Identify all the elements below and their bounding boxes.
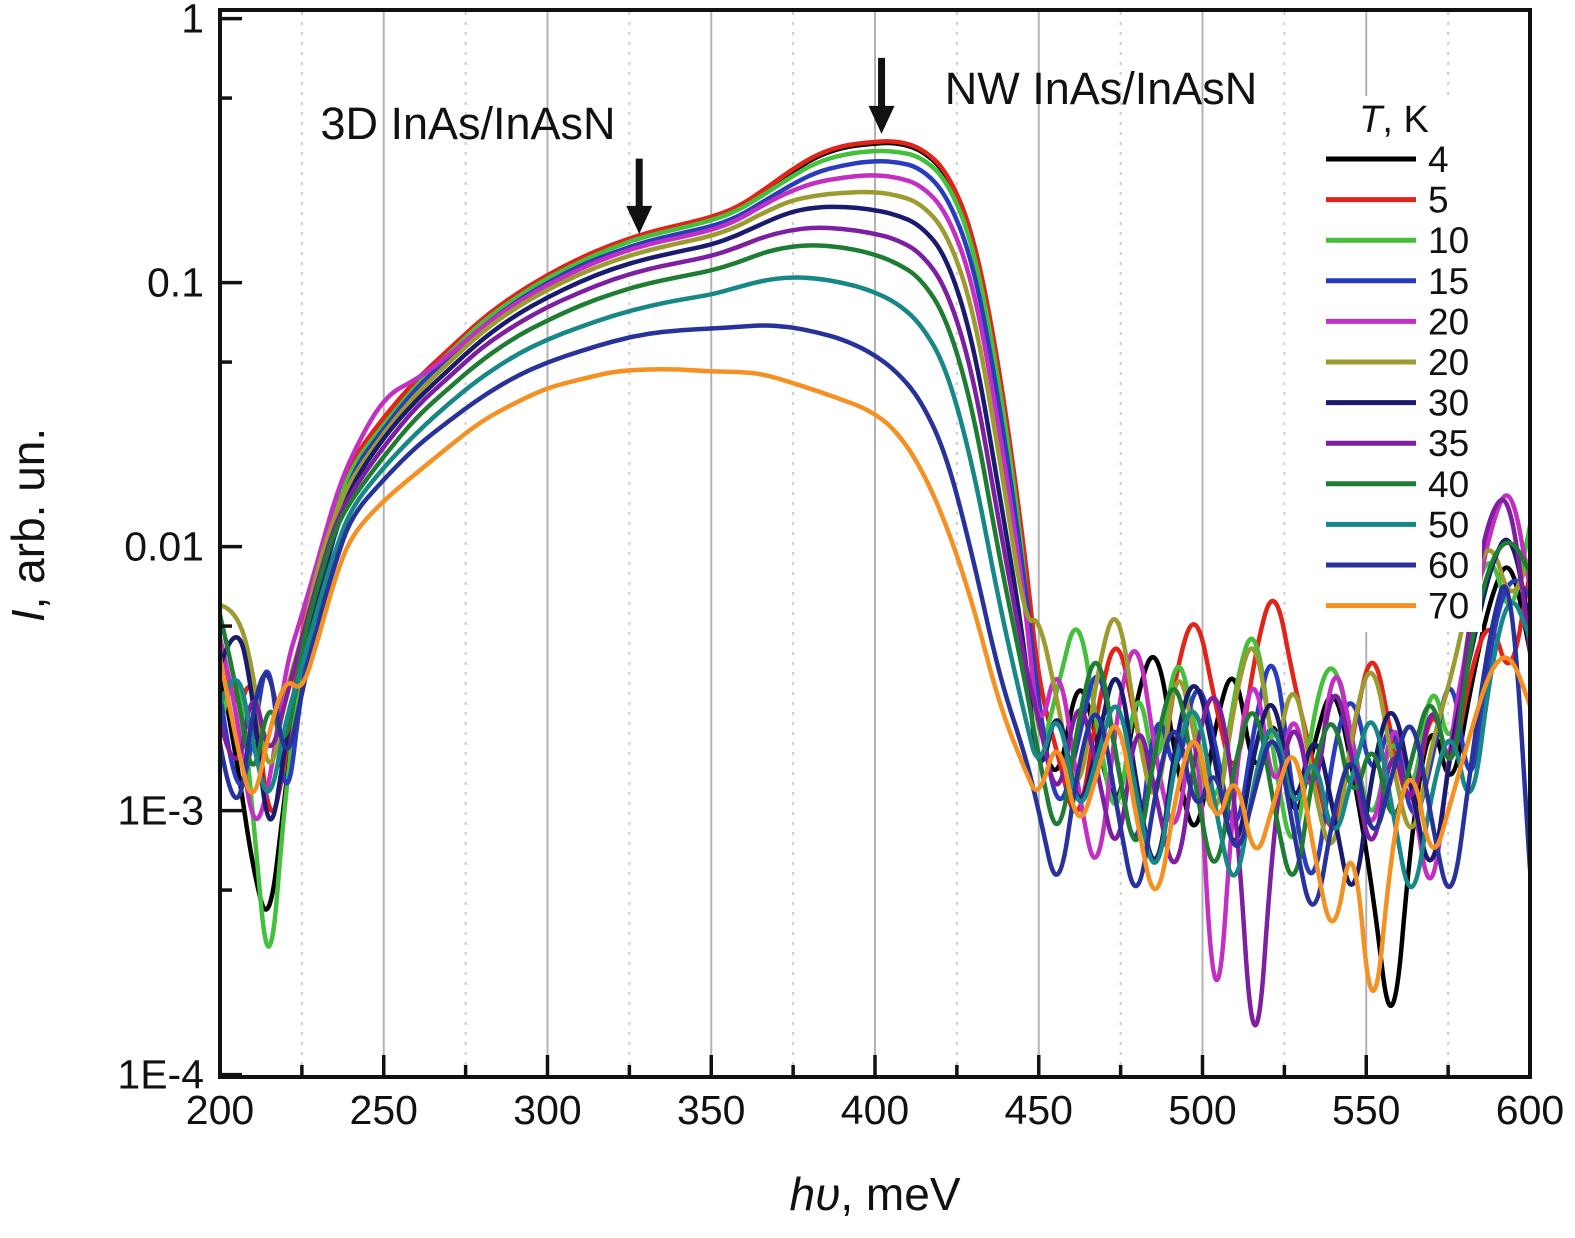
legend-item-label: 40 bbox=[1428, 464, 1469, 505]
legend-item: 10 bbox=[1326, 220, 1469, 261]
y-axis-title-symbol: I bbox=[2, 609, 54, 622]
x-tick-label: 200 bbox=[186, 1087, 254, 1133]
annotation-arrows bbox=[626, 57, 895, 234]
series-line-50-k-9 bbox=[221, 275, 1529, 890]
annotations: 3D InAs/InAsN NW InAs/InAsN bbox=[320, 57, 1258, 234]
x-axis-title-symbol: hυ bbox=[789, 1168, 840, 1220]
x-tick-label: 450 bbox=[1005, 1087, 1073, 1133]
y-tick-label: 1E-3 bbox=[117, 788, 204, 834]
legend-item-label: 20 bbox=[1428, 301, 1469, 342]
annotation-nw-inas: NW InAs/InAsN bbox=[945, 63, 1258, 114]
y-axis-title: I, arb. un. bbox=[2, 428, 54, 622]
axis-ticks bbox=[218, 16, 1532, 1077]
arrow-head-0 bbox=[626, 205, 653, 234]
legend-item-label: 4 bbox=[1428, 139, 1449, 180]
legend-item: 60 bbox=[1326, 545, 1469, 586]
legend-item: 50 bbox=[1326, 504, 1469, 545]
x-tick-labels: 200 250 300 350 400 450 500 550 600 bbox=[186, 1087, 1564, 1133]
legend-item-label: 20 bbox=[1428, 342, 1469, 383]
series-line-20-k-4 bbox=[221, 173, 1529, 983]
legend-title-units: , K bbox=[1382, 99, 1428, 141]
legend-item-label: 10 bbox=[1428, 220, 1469, 261]
legend-item: 20 bbox=[1326, 342, 1469, 383]
x-tick-label: 550 bbox=[1332, 1087, 1400, 1133]
x-axis-title: hυ, meV bbox=[789, 1168, 960, 1220]
series-line-40-k-8 bbox=[221, 243, 1529, 877]
gridlines bbox=[300, 12, 1450, 1075]
y-axis-title-units: , arb. un. bbox=[2, 428, 54, 610]
y-tick-labels: 1 0.1 0.01 1E-3 1E-4 bbox=[117, 0, 204, 1098]
legend-title-symbol: T bbox=[1359, 99, 1385, 141]
x-tick-label: 400 bbox=[841, 1087, 909, 1133]
x-tick-label: 500 bbox=[1168, 1087, 1236, 1133]
series-curves bbox=[221, 139, 1529, 1028]
legend-item-label: 15 bbox=[1428, 261, 1469, 302]
legend-item-label: 5 bbox=[1428, 180, 1449, 221]
x-axis-title-units: , meV bbox=[840, 1168, 960, 1220]
annotation-3d-inas: 3D InAs/InAsN bbox=[320, 98, 615, 149]
legend-item: 5 bbox=[1326, 180, 1449, 221]
legend-item: 15 bbox=[1326, 261, 1469, 302]
y-tick-label: 1E-4 bbox=[117, 1052, 204, 1098]
legend-item: 70 bbox=[1326, 586, 1469, 627]
legend-item-label: 60 bbox=[1428, 545, 1469, 586]
series-line-60-k-10 bbox=[221, 323, 1529, 907]
legend-item: 4 bbox=[1326, 139, 1449, 180]
y-tick-label: 1 bbox=[181, 0, 204, 42]
series-line-70-k-11 bbox=[221, 366, 1529, 993]
legend-item-label: 30 bbox=[1428, 383, 1469, 424]
legend-item: 40 bbox=[1326, 464, 1469, 505]
legend-item-label: 35 bbox=[1428, 423, 1469, 464]
legend-title: T, K bbox=[1359, 99, 1429, 141]
x-tick-label: 300 bbox=[513, 1087, 581, 1133]
legend-item-label: 70 bbox=[1428, 586, 1469, 627]
legend-item: 20 bbox=[1326, 301, 1469, 342]
legend-item: 30 bbox=[1326, 383, 1469, 424]
legend-item: 35 bbox=[1326, 423, 1469, 464]
series-line-20-k-5 bbox=[221, 189, 1529, 846]
series-line-35-k-7 bbox=[221, 225, 1529, 1028]
x-tick-label: 350 bbox=[677, 1087, 745, 1133]
y-tick-label: 0.01 bbox=[124, 524, 204, 570]
y-tick-label: 0.1 bbox=[147, 260, 204, 306]
legend-item-label: 50 bbox=[1428, 504, 1469, 545]
x-tick-label: 600 bbox=[1496, 1087, 1564, 1133]
x-tick-label: 250 bbox=[350, 1087, 418, 1133]
arrow-head-1 bbox=[868, 105, 895, 134]
